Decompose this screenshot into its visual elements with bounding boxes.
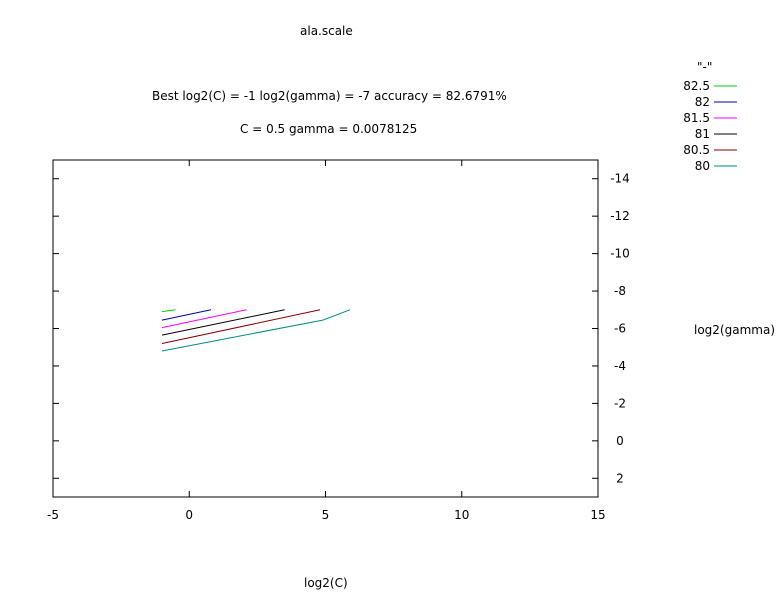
x-tick-label: -5 — [47, 508, 59, 522]
y-tick-label: -4 — [614, 359, 626, 373]
legend: 82.5 82 81.5 81 80.5 80 — [683, 79, 737, 173]
legend-label: 82 — [695, 95, 710, 109]
series-lines — [161, 309, 351, 352]
legend-title: "-" — [697, 60, 713, 74]
legend-label: 82.5 — [683, 79, 710, 93]
series-line-81-5 — [161, 309, 247, 329]
legend-label: 80.5 — [683, 143, 710, 157]
y-axis-label: log2(gamma) — [694, 323, 775, 337]
legend-label: 80 — [695, 159, 710, 173]
y-tick-label: -10 — [610, 247, 630, 261]
chart-subtitle-params: C = 0.5 gamma = 0.0078125 — [240, 122, 418, 136]
chart-subtitle-best: Best log2(C) = -1 log2(gamma) = -7 accur… — [152, 89, 507, 103]
series-line-80 — [161, 309, 351, 352]
series-line-80-5 — [161, 309, 321, 344]
y-tick-label: -12 — [610, 209, 630, 223]
x-tick-label: 15 — [590, 508, 605, 522]
x-axis-label: log2(C) — [304, 576, 348, 590]
y-tick-label: -2 — [614, 396, 626, 410]
x-tick-label: 0 — [185, 508, 193, 522]
y-tick-label: -6 — [614, 322, 626, 336]
axis-ticks: -5 0 5 10 15 -14 -12 -10 -8 -6 -4 -2 0 2 — [47, 160, 630, 522]
y-tick-label: 2 — [616, 471, 624, 485]
x-tick-label: 5 — [322, 508, 330, 522]
y-tick-label: -14 — [610, 172, 630, 186]
legend-label: 81 — [695, 127, 710, 141]
chart-title: ala.scale — [300, 24, 353, 38]
y-tick-label: 0 — [616, 434, 624, 448]
y-tick-label: -8 — [614, 284, 626, 298]
x-tick-label: 10 — [454, 508, 469, 522]
series-line-82-5 — [161, 309, 176, 313]
plot-frame — [52, 159, 599, 498]
legend-label: 81.5 — [683, 111, 710, 125]
series-line-81 — [161, 309, 285, 336]
series-line-82 — [161, 309, 212, 321]
